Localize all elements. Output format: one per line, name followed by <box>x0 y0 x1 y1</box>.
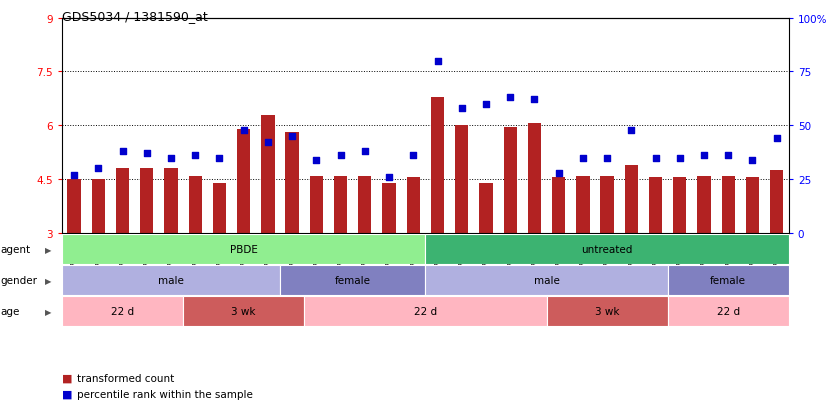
Bar <box>164 169 178 233</box>
Bar <box>624 165 638 233</box>
Bar <box>183 297 304 326</box>
Point <box>188 153 202 159</box>
Bar <box>92 180 105 233</box>
Text: transformed count: transformed count <box>77 373 174 383</box>
Bar <box>722 176 735 233</box>
Bar <box>504 128 517 233</box>
Text: 22 d: 22 d <box>717 306 740 316</box>
Text: ▶: ▶ <box>45 307 51 316</box>
Bar <box>479 183 492 233</box>
Bar <box>667 297 789 326</box>
Point <box>455 105 468 112</box>
Bar <box>62 235 425 264</box>
Text: male: male <box>534 275 559 285</box>
Text: 3 wk: 3 wk <box>595 306 620 316</box>
Point <box>68 172 81 179</box>
Text: ■: ■ <box>62 389 73 399</box>
Point <box>601 155 614 161</box>
Bar <box>140 169 154 233</box>
Bar <box>697 176 710 233</box>
Text: GDS5034 / 1381590_at: GDS5034 / 1381590_at <box>62 10 207 23</box>
Bar <box>552 178 565 233</box>
Point <box>213 155 226 161</box>
Bar <box>188 176 202 233</box>
Bar <box>673 178 686 233</box>
Point <box>479 101 492 108</box>
Point <box>697 153 710 159</box>
Bar <box>68 180 81 233</box>
Text: PBDE: PBDE <box>230 244 258 254</box>
Bar <box>382 183 396 233</box>
Text: male: male <box>158 275 184 285</box>
Bar <box>334 176 347 233</box>
Text: untreated: untreated <box>582 244 633 254</box>
Text: ▶: ▶ <box>45 276 51 285</box>
Bar <box>455 126 468 233</box>
Bar <box>310 176 323 233</box>
Text: 22 d: 22 d <box>414 306 437 316</box>
Point <box>310 157 323 164</box>
Point <box>649 155 662 161</box>
Bar <box>237 130 250 233</box>
Point <box>286 133 299 140</box>
Text: 3 wk: 3 wk <box>231 306 256 316</box>
Point <box>358 148 372 155</box>
Bar <box>304 297 547 326</box>
Bar <box>770 171 783 233</box>
Text: female: female <box>710 275 746 285</box>
Bar <box>746 178 759 233</box>
Point <box>577 155 590 161</box>
Bar <box>431 97 444 233</box>
Text: agent: agent <box>1 244 31 254</box>
Point <box>770 135 783 142</box>
Bar <box>280 266 425 295</box>
Point <box>406 153 420 159</box>
Bar <box>528 124 541 233</box>
Point <box>528 97 541 104</box>
Bar <box>601 176 614 233</box>
Bar <box>667 266 789 295</box>
Point <box>334 153 347 159</box>
Point <box>140 151 154 157</box>
Text: ▶: ▶ <box>45 245 51 254</box>
Point <box>164 155 178 161</box>
Text: gender: gender <box>1 275 38 285</box>
Bar <box>358 176 372 233</box>
Point <box>746 157 759 164</box>
Bar <box>425 266 667 295</box>
Point <box>431 58 444 65</box>
Bar <box>406 178 420 233</box>
Text: ■: ■ <box>62 373 73 383</box>
Point <box>722 153 735 159</box>
Bar <box>286 133 299 233</box>
Point <box>552 170 565 176</box>
Point <box>261 140 274 147</box>
Bar <box>62 266 280 295</box>
Bar <box>261 115 274 233</box>
Text: female: female <box>335 275 371 285</box>
Point <box>624 127 638 133</box>
Point <box>92 166 105 172</box>
Text: percentile rank within the sample: percentile rank within the sample <box>77 389 253 399</box>
Bar <box>116 169 129 233</box>
Bar <box>649 178 662 233</box>
Point <box>673 155 686 161</box>
Point <box>504 95 517 101</box>
Bar <box>547 297 667 326</box>
Text: 22 d: 22 d <box>111 306 134 316</box>
Point <box>116 148 129 155</box>
Point <box>237 127 250 133</box>
Bar <box>213 183 226 233</box>
Bar <box>577 176 590 233</box>
Text: age: age <box>1 306 20 316</box>
Bar <box>62 297 183 326</box>
Bar <box>425 235 789 264</box>
Point <box>382 174 396 181</box>
